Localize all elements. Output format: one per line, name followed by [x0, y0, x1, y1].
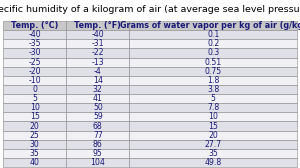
Bar: [3, 67, 66, 76]
Text: Specific humidity of a kilogram of air (at average sea level pressure): Specific humidity of a kilogram of air (…: [0, 5, 300, 14]
Text: 0.75: 0.75: [205, 67, 222, 76]
Text: -31: -31: [92, 39, 104, 48]
Bar: [129, 121, 297, 131]
Text: 27.7: 27.7: [205, 140, 222, 149]
Bar: [66, 67, 129, 76]
Bar: [66, 131, 129, 140]
Bar: [129, 103, 297, 112]
Text: 7.8: 7.8: [207, 103, 219, 112]
Text: 5: 5: [211, 94, 216, 103]
Text: 1.8: 1.8: [207, 76, 219, 85]
Text: -13: -13: [92, 58, 104, 67]
Bar: [66, 21, 129, 30]
Text: 104: 104: [90, 158, 105, 167]
Bar: [3, 39, 66, 48]
Bar: [129, 131, 297, 140]
Bar: [66, 103, 129, 112]
Bar: [3, 112, 66, 121]
Text: 59: 59: [93, 112, 103, 121]
Text: -22: -22: [92, 49, 104, 57]
Text: 0.2: 0.2: [207, 39, 219, 48]
Text: 50: 50: [93, 103, 103, 112]
Text: 25: 25: [30, 131, 40, 140]
Text: 0.1: 0.1: [207, 30, 219, 39]
Text: 35: 35: [208, 149, 218, 158]
Bar: [66, 140, 129, 149]
Bar: [66, 85, 129, 94]
Bar: [66, 121, 129, 131]
Text: 32: 32: [93, 85, 103, 94]
Bar: [66, 149, 129, 158]
Bar: [3, 85, 66, 94]
Bar: [129, 149, 297, 158]
Text: -25: -25: [28, 58, 41, 67]
Text: Grams of water vapor per kg of air (g/kg): Grams of water vapor per kg of air (g/kg…: [120, 21, 300, 30]
Text: Temp. (°C): Temp. (°C): [11, 21, 58, 30]
Bar: [3, 103, 66, 112]
Bar: [129, 85, 297, 94]
Bar: [129, 112, 297, 121]
Text: -35: -35: [28, 39, 41, 48]
Bar: [129, 76, 297, 85]
Bar: [129, 30, 297, 39]
Text: 68: 68: [93, 122, 103, 131]
Text: 95: 95: [93, 149, 103, 158]
Text: 10: 10: [30, 103, 40, 112]
Text: 3.8: 3.8: [207, 85, 219, 94]
Text: -10: -10: [28, 76, 41, 85]
Text: -4: -4: [94, 67, 102, 76]
Bar: [129, 39, 297, 48]
Text: 5: 5: [32, 94, 37, 103]
Text: 49.8: 49.8: [205, 158, 222, 167]
Text: -30: -30: [28, 49, 41, 57]
Bar: [3, 48, 66, 57]
Bar: [129, 67, 297, 76]
Text: 10: 10: [208, 112, 218, 121]
Bar: [129, 57, 297, 67]
Text: 20: 20: [208, 131, 218, 140]
Text: 15: 15: [208, 122, 218, 131]
Text: 0.3: 0.3: [207, 49, 219, 57]
Text: 30: 30: [30, 140, 40, 149]
Bar: [3, 94, 66, 103]
Bar: [129, 94, 297, 103]
Bar: [3, 131, 66, 140]
Bar: [3, 30, 66, 39]
Bar: [129, 21, 297, 30]
Bar: [66, 76, 129, 85]
Text: 0.51: 0.51: [205, 58, 222, 67]
Bar: [3, 121, 66, 131]
Text: -40: -40: [92, 30, 104, 39]
Bar: [66, 48, 129, 57]
Bar: [3, 149, 66, 158]
Text: 20: 20: [30, 122, 40, 131]
Bar: [3, 140, 66, 149]
Text: 77: 77: [93, 131, 103, 140]
Bar: [66, 39, 129, 48]
Text: -20: -20: [28, 67, 41, 76]
Bar: [66, 57, 129, 67]
Text: 35: 35: [30, 149, 40, 158]
Bar: [129, 48, 297, 57]
Text: 40: 40: [30, 158, 40, 167]
Bar: [3, 21, 66, 30]
Text: 86: 86: [93, 140, 103, 149]
Text: -40: -40: [28, 30, 41, 39]
Bar: [3, 76, 66, 85]
Bar: [66, 112, 129, 121]
Text: 15: 15: [30, 112, 40, 121]
Bar: [66, 30, 129, 39]
Bar: [66, 94, 129, 103]
Bar: [129, 140, 297, 149]
Text: 0: 0: [32, 85, 37, 94]
Bar: [66, 158, 129, 167]
Bar: [3, 158, 66, 167]
Bar: [3, 57, 66, 67]
Bar: [129, 158, 297, 167]
Text: Temp. (°F): Temp. (°F): [74, 21, 121, 30]
Text: 14: 14: [93, 76, 103, 85]
Text: 41: 41: [93, 94, 103, 103]
